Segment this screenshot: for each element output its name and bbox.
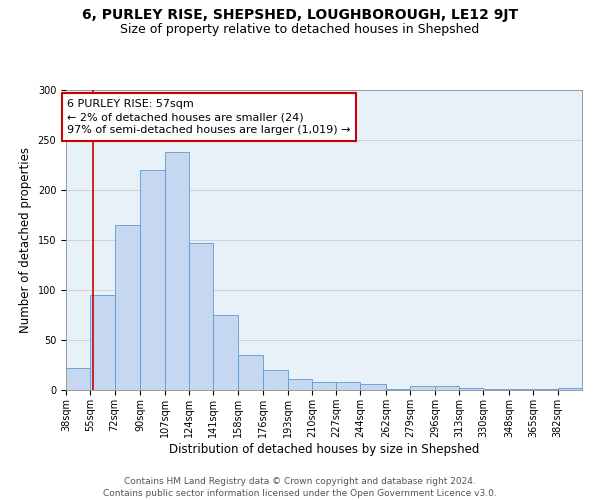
Text: Contains public sector information licensed under the Open Government Licence v3: Contains public sector information licen… (103, 489, 497, 498)
Text: Distribution of detached houses by size in Shepshed: Distribution of detached houses by size … (169, 442, 479, 456)
Bar (533, 389, 558, 390)
Bar (164, 152, 189, 390)
Bar (435, 386, 459, 390)
Bar (410, 386, 435, 390)
Text: Contains HM Land Registry data © Crown copyright and database right 2024.: Contains HM Land Registry data © Crown c… (124, 478, 476, 486)
Bar (459, 388, 484, 390)
Y-axis label: Number of detached properties: Number of detached properties (19, 147, 32, 333)
Bar (287, 379, 312, 390)
Bar (312, 382, 336, 390)
Bar (140, 170, 164, 390)
Bar (66, 368, 90, 390)
Bar (90, 295, 115, 390)
Bar (509, 389, 533, 390)
Bar (558, 388, 582, 390)
Bar (213, 315, 238, 390)
Bar (336, 382, 361, 390)
Bar (484, 389, 509, 390)
Text: 6, PURLEY RISE, SHEPSHED, LOUGHBOROUGH, LE12 9JT: 6, PURLEY RISE, SHEPSHED, LOUGHBOROUGH, … (82, 8, 518, 22)
Bar (189, 243, 213, 390)
Bar (238, 355, 263, 390)
Text: 6 PURLEY RISE: 57sqm
← 2% of detached houses are smaller (24)
97% of semi-detach: 6 PURLEY RISE: 57sqm ← 2% of detached ho… (67, 99, 351, 136)
Text: Size of property relative to detached houses in Shepshed: Size of property relative to detached ho… (121, 22, 479, 36)
Bar (386, 389, 410, 390)
Bar (115, 225, 140, 390)
Bar (263, 370, 287, 390)
Bar (361, 384, 386, 390)
